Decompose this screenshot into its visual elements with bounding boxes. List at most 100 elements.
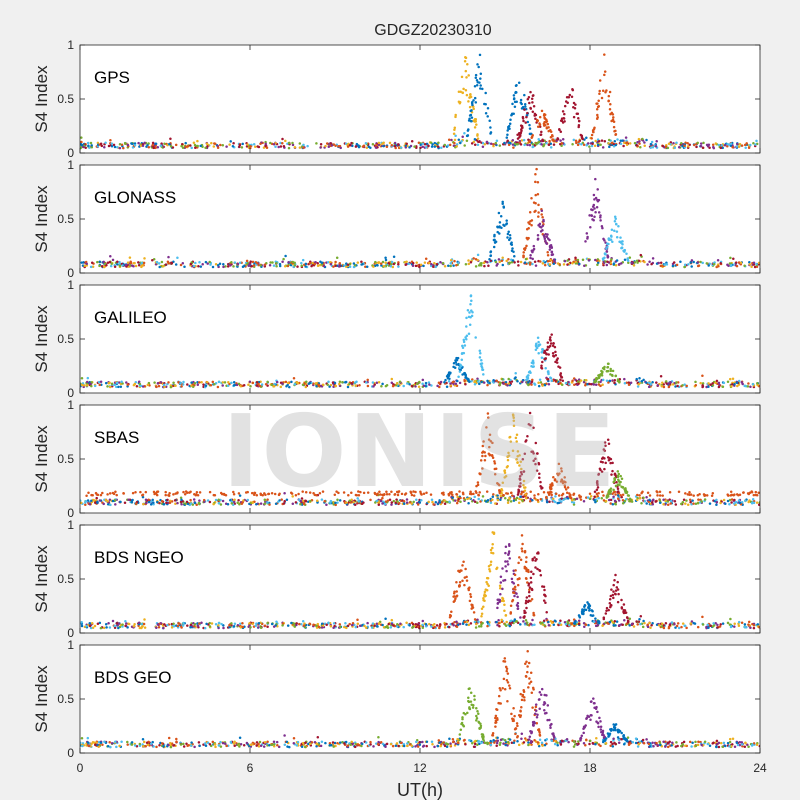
data-point	[586, 496, 590, 499]
data-point	[494, 260, 498, 264]
data-point	[487, 438, 491, 441]
data-point	[135, 384, 139, 388]
data-point	[264, 142, 267, 146]
data-point	[348, 622, 351, 626]
data-point	[229, 498, 232, 502]
data-point	[206, 499, 210, 502]
data-point	[415, 382, 419, 386]
data-point	[721, 146, 724, 150]
data-point	[530, 97, 534, 101]
data-point	[692, 260, 695, 264]
data-point	[551, 135, 554, 138]
data-point	[230, 381, 233, 385]
data-point	[596, 263, 599, 267]
data-point	[179, 500, 183, 504]
data-point	[505, 259, 508, 263]
data-point	[554, 379, 557, 382]
data-point	[614, 374, 617, 378]
data-point	[711, 382, 714, 385]
data-point	[196, 139, 199, 143]
data-point	[611, 469, 614, 473]
data-point	[162, 383, 166, 387]
data-point	[222, 263, 225, 266]
data-point	[520, 139, 524, 142]
data-point	[550, 482, 554, 485]
data-point	[498, 489, 501, 492]
data-point	[467, 501, 470, 505]
data-point	[545, 348, 549, 351]
data-point	[327, 145, 331, 148]
data-point	[707, 385, 710, 388]
data-point	[100, 144, 104, 148]
data-point	[601, 146, 605, 149]
data-point	[82, 145, 85, 149]
data-point	[479, 472, 482, 476]
data-point	[465, 623, 468, 626]
data-point	[176, 501, 179, 505]
data-point	[539, 260, 542, 263]
data-point	[584, 383, 587, 387]
data-point	[513, 255, 516, 258]
data-point	[747, 623, 750, 626]
data-point	[246, 262, 249, 266]
data-point	[256, 261, 259, 265]
data-point	[348, 262, 352, 266]
data-point	[577, 117, 580, 120]
data-point	[113, 624, 116, 628]
data-point	[484, 91, 487, 95]
data-point	[522, 138, 526, 142]
data-point	[638, 142, 641, 145]
data-point	[377, 261, 380, 265]
data-point	[752, 623, 756, 627]
data-point	[552, 262, 556, 265]
data-point	[214, 263, 218, 266]
data-point	[548, 492, 551, 495]
data-point	[338, 262, 342, 265]
data-point	[429, 264, 433, 268]
data-point	[458, 381, 462, 385]
data-point	[596, 261, 600, 265]
data-point	[284, 380, 288, 384]
data-point	[572, 493, 575, 497]
data-point	[573, 383, 576, 387]
data-point	[509, 237, 512, 240]
data-point	[170, 626, 174, 629]
data-point	[510, 243, 514, 247]
data-point	[515, 433, 519, 437]
data-point	[675, 141, 678, 144]
data-point	[435, 624, 439, 627]
data-point	[186, 144, 190, 148]
data-point	[306, 144, 309, 148]
data-point	[632, 264, 636, 267]
data-point	[358, 624, 362, 628]
data-point	[486, 379, 489, 383]
data-point	[662, 498, 665, 501]
data-point	[614, 484, 618, 488]
data-point	[424, 385, 428, 388]
data-point	[151, 143, 154, 147]
data-point	[447, 264, 450, 268]
data-point	[516, 450, 520, 453]
data-point	[268, 263, 272, 267]
data-point	[705, 262, 709, 265]
data-point	[456, 495, 459, 499]
data-point	[392, 499, 396, 503]
data-point	[98, 621, 102, 625]
data-point	[138, 382, 142, 386]
data-point	[657, 261, 660, 265]
data-point	[628, 497, 632, 500]
data-point	[421, 623, 424, 627]
data-point	[159, 144, 163, 148]
data-point	[186, 624, 189, 627]
data-point	[627, 383, 631, 386]
data-point	[623, 381, 627, 385]
data-point	[334, 264, 337, 268]
data-point	[492, 493, 495, 496]
data-point	[496, 230, 499, 234]
data-point	[574, 139, 578, 142]
data-point	[727, 264, 730, 268]
data-point	[740, 500, 744, 504]
data-point	[580, 135, 584, 139]
data-point	[603, 441, 607, 444]
data-point	[613, 620, 617, 623]
